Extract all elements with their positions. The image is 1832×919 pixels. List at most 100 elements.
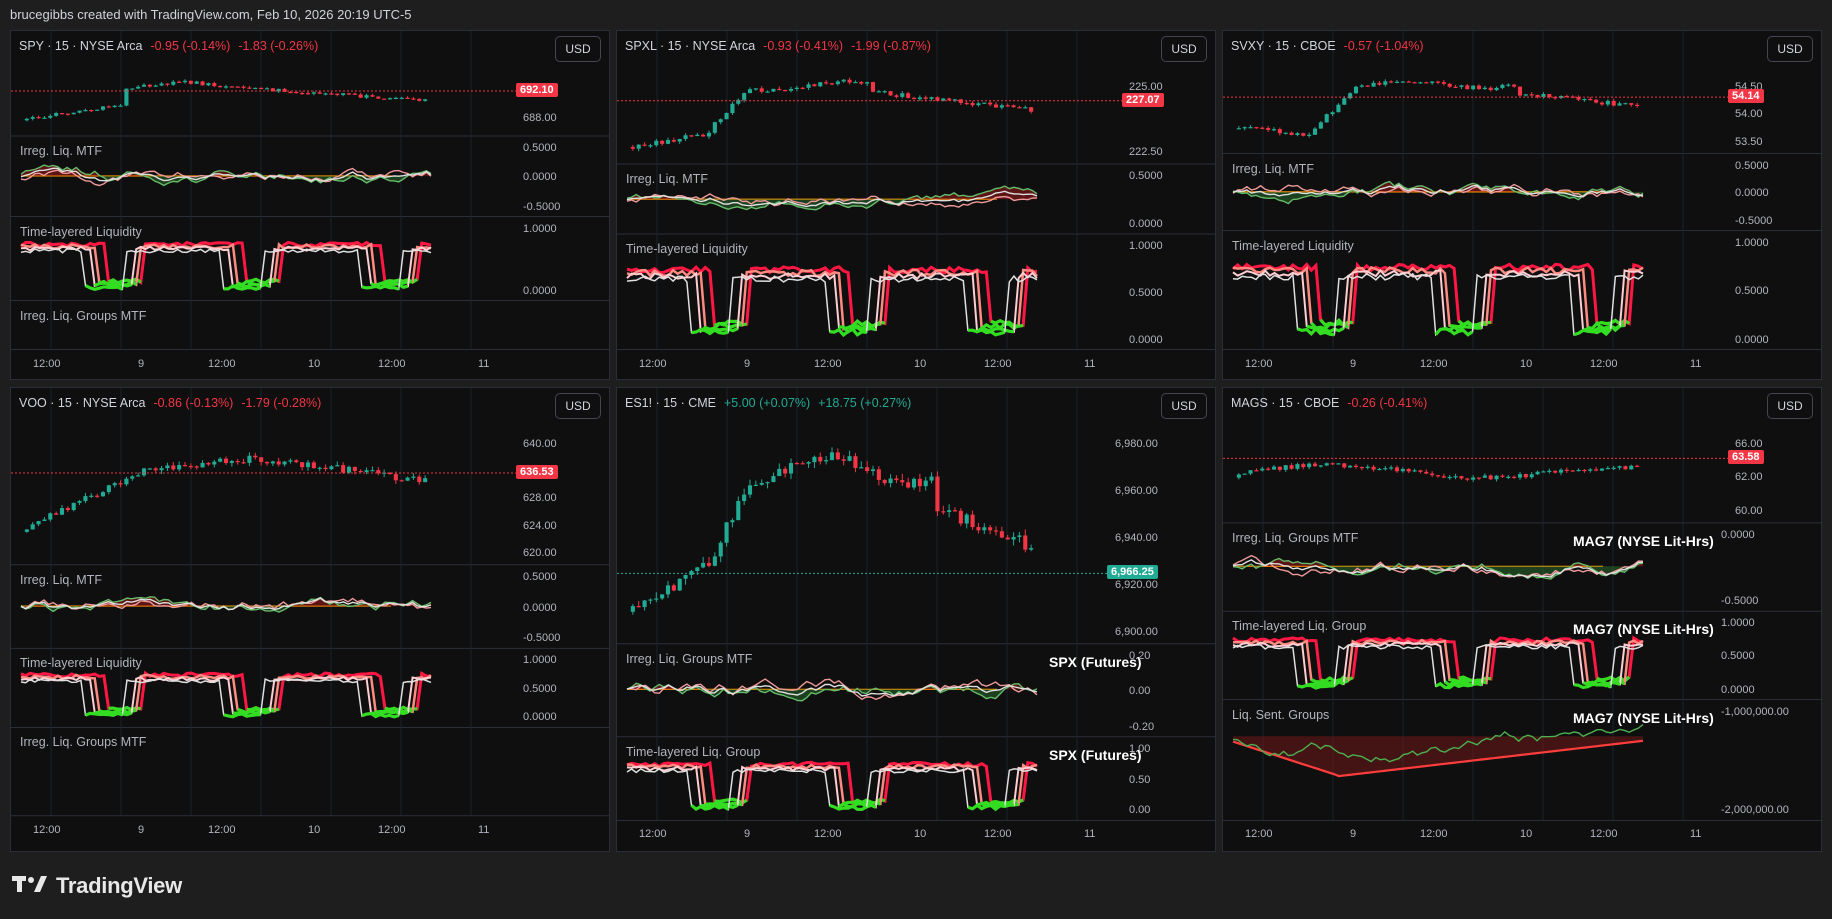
candle-body	[1383, 81, 1388, 85]
candle-body	[999, 531, 1004, 538]
candle-body	[1236, 474, 1241, 478]
currency-button[interactable]: USD	[1767, 393, 1813, 419]
candle-body	[777, 468, 782, 477]
candle-body	[1512, 84, 1517, 87]
indicator-label[interactable]: Time-layered Liquidity	[20, 656, 142, 671]
indicator-label[interactable]: Irreg. Liq. MTF	[20, 572, 102, 587]
indicator-label[interactable]: Time-layered Liq. Group	[626, 744, 761, 759]
candle-body	[841, 459, 846, 461]
indicator-axis-tick: -0.5000	[1721, 595, 1759, 608]
candle-body	[1512, 476, 1517, 478]
indicator-label[interactable]: Irreg. Liq. MTF	[20, 144, 102, 158]
indicator-label[interactable]: Time-layered Liquidity	[626, 242, 748, 256]
currency-button[interactable]: USD	[1767, 36, 1813, 62]
candles	[24, 452, 428, 533]
indicator-label[interactable]: Time-layered Liquidity	[1232, 238, 1354, 253]
chart-panel-voo[interactable]: Irreg. Liq. MTF 0.5000 0.0000 -0.5000 Time-l…	[10, 387, 610, 852]
candle-body	[841, 79, 846, 82]
candle-body	[405, 477, 410, 481]
indicator-axis-tick: 0.0000	[1735, 187, 1769, 199]
candle-body	[1029, 107, 1034, 112]
candle-body	[1371, 82, 1376, 87]
candle-body	[999, 105, 1004, 108]
indicator-label[interactable]: Irreg. Liq. Groups MTF	[20, 308, 147, 323]
layer-low	[1434, 681, 1473, 690]
candle-body	[993, 530, 999, 532]
layer-low	[1306, 324, 1345, 334]
candle-body	[30, 524, 35, 530]
chart-panel-mags[interactable]: Irreg. Liq. Groups MTF MAG7 (NYSE Lit-Hrs…	[1222, 387, 1822, 852]
candle-body	[771, 476, 776, 483]
symbol-name[interactable]: ES1! · 15 · CME	[625, 396, 716, 410]
indicator-label[interactable]: Irreg. Liq. MTF	[626, 172, 708, 186]
candle-body	[323, 93, 328, 95]
candle-body	[30, 117, 35, 119]
time-axis-tick: 10	[308, 357, 321, 370]
candle-body	[300, 462, 305, 468]
time-axis-tick: 10	[1520, 357, 1533, 370]
candle-body	[970, 102, 975, 106]
indicator-label[interactable]: Irreg. Liq. Groups MTF	[1232, 530, 1359, 545]
currency-button[interactable]: USD	[555, 393, 601, 419]
candle-body	[341, 93, 346, 95]
candle-body	[42, 117, 47, 119]
indicator-label[interactable]: Irreg. Liq. Groups MTF	[626, 651, 753, 666]
candle-body	[1435, 81, 1441, 83]
candle-body	[712, 556, 717, 566]
symbol-header[interactable]: SPY · 15 · NYSE Arca -0.95 (-0.14%) -1.83 …	[19, 39, 318, 53]
candle-body	[724, 112, 729, 120]
candle-body	[118, 483, 123, 485]
indicator-label[interactable]: Time-layered Liq. Group	[1232, 619, 1367, 634]
candle-body	[671, 140, 676, 142]
candle-body	[1005, 537, 1010, 540]
symbol-header[interactable]: VOO · 15 · NYSE Arca -0.86 (-0.13%) -1.79 …	[19, 396, 321, 410]
change-primary: -0.57 (-1.04%)	[1343, 39, 1424, 53]
price-axis-tick: 225.00	[1129, 81, 1163, 93]
candle-body	[417, 476, 422, 483]
currency-button[interactable]: USD	[555, 36, 601, 62]
candle-body	[83, 110, 88, 112]
candle-body	[1307, 134, 1312, 136]
currency-button[interactable]: USD	[1161, 36, 1207, 62]
change-secondary: +18.75 (+0.27%)	[818, 396, 912, 410]
chart-panel-es1[interactable]: Irreg. Liq. Groups MTF SPX (Futures) 0.20 0…	[616, 387, 1216, 852]
indicator-label[interactable]: Irreg. Liq. MTF	[1232, 161, 1314, 176]
candle-body	[317, 467, 322, 469]
candle-body	[1301, 464, 1306, 468]
candle-body	[1295, 464, 1300, 469]
candle-body	[706, 562, 712, 566]
symbol-name[interactable]: SVXY · 15 · CBOE	[1231, 39, 1336, 53]
chart-panel-spy[interactable]: Irreg. Liq. MTF 0.5000 0.0000 -0.5000 Time-l…	[10, 30, 610, 380]
symbol-name[interactable]: SPXL · 15 · NYSE Arca	[625, 39, 756, 53]
candle-body	[106, 485, 111, 493]
chart-panel-svxy[interactable]: Irreg. Liq. MTF 0.5000 0.0000 -0.5000 Time-l…	[1222, 30, 1822, 380]
price-axis-tick: 62.00	[1735, 471, 1763, 484]
indicator-axis-tick: -1,000,000.00	[1721, 705, 1789, 718]
symbol-name[interactable]: SPY · 15 · NYSE Arca	[19, 39, 143, 53]
chart-panel-spxl[interactable]: Irreg. Liq. MTF 0.5000 0.0000 Time-layered …	[616, 30, 1216, 380]
symbol-header[interactable]: MAGS · 15 · CBOE -0.26 (-0.41%)	[1231, 396, 1435, 410]
candle-body	[1005, 105, 1010, 107]
candle-body	[660, 140, 665, 144]
candle-body	[1476, 477, 1482, 479]
candle-body	[253, 87, 258, 90]
candle-body	[1459, 476, 1464, 479]
candle-body	[783, 90, 788, 92]
indicator-axis-tick: 0.0000	[1735, 333, 1769, 346]
indicator-label[interactable]: Irreg. Liq. Groups MTF	[20, 735, 147, 750]
price-axis-tick: 54.00	[1735, 108, 1763, 121]
symbol-header[interactable]: SVXY · 15 · CBOE -0.57 (-1.04%)	[1231, 39, 1432, 53]
symbol-header[interactable]: ES1! · 15 · CME +5.00 (+0.07%) +18.75 (+0.…	[625, 396, 911, 410]
symbol-name[interactable]: MAGS · 15 · CBOE	[1231, 396, 1340, 410]
candle-body	[1588, 98, 1593, 101]
indicator-label[interactable]: Time-layered Liquidity	[20, 224, 142, 239]
candle-body	[153, 85, 158, 87]
symbol-header[interactable]: SPXL · 15 · NYSE Arca -0.93 (-0.41%) -1.99…	[625, 39, 931, 53]
currency-button[interactable]: USD	[1161, 393, 1207, 419]
candle-body	[695, 134, 700, 136]
symbol-name[interactable]: VOO · 15 · NYSE Arca	[19, 396, 146, 410]
time-axis-tick: 9	[138, 357, 145, 370]
indicator-label[interactable]: Liq. Sent. Groups	[1232, 707, 1330, 722]
candle-body	[270, 461, 275, 464]
candle-body	[747, 485, 753, 495]
